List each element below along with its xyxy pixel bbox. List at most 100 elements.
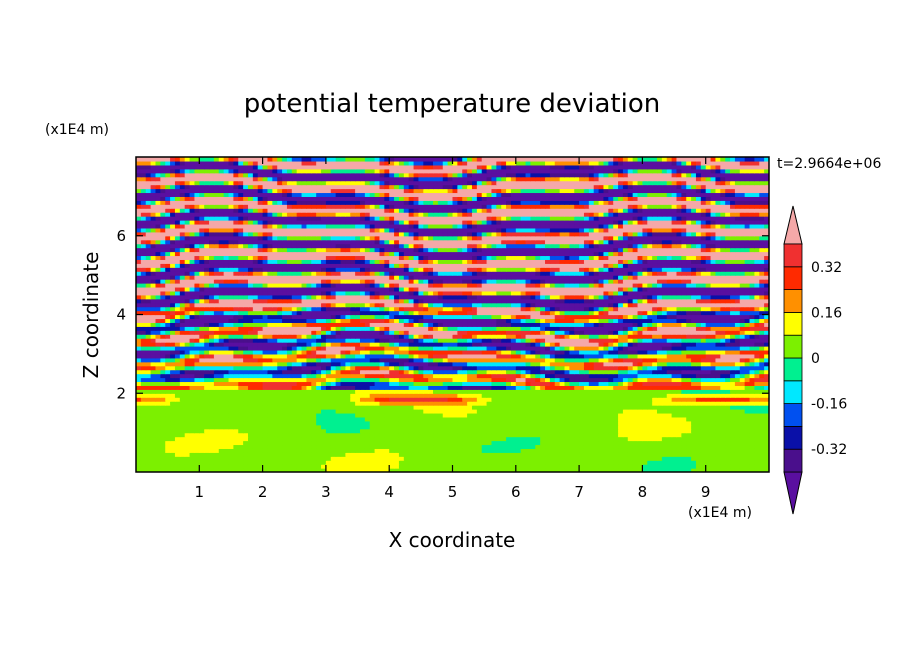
field-cell-3165 [355, 373, 361, 379]
field-cell-4859 [374, 322, 381, 327]
field-cell-4913 [637, 322, 643, 327]
field-cell-709 [423, 448, 429, 453]
field-cell-4800 [720, 326, 726, 331]
field-cell-4230 [476, 342, 483, 347]
field-cell-2679 [520, 389, 527, 394]
field-cell-2212 [145, 401, 152, 406]
field-cell-3926 [262, 349, 269, 355]
field-cell-696 [359, 448, 366, 453]
field-cell-4899 [569, 322, 575, 327]
field-cell-614 [593, 452, 600, 457]
field-cell-3875 [647, 353, 653, 359]
field-cell-304 [350, 460, 356, 465]
field-cell-3896 [749, 353, 755, 359]
field-cell-3320 [476, 369, 483, 375]
field-cell-4778 [613, 326, 619, 331]
field-cell-129 [764, 468, 769, 472]
field-cell-906 [749, 444, 755, 449]
field-cell-2098 [223, 405, 230, 410]
field-cell-1639 [520, 420, 527, 426]
field-cell-666 [213, 448, 220, 453]
field-cell-4045 [209, 346, 215, 351]
field-cell-2501 [286, 393, 293, 398]
field-cell-4829 [228, 322, 234, 327]
field-cell-1896 [506, 412, 512, 418]
field-cell-3760 [720, 357, 726, 363]
field-cell-1715 [257, 416, 264, 422]
field-cell-2309 [618, 401, 624, 406]
field-cell-1580 [233, 420, 239, 426]
field-cell-3067 [510, 377, 517, 383]
field-cell-1815 [744, 416, 751, 422]
field-cell-10 [184, 468, 191, 472]
field-cell-961 [384, 440, 390, 446]
field-cell-350 [574, 460, 580, 465]
field-cell-90 [574, 468, 580, 472]
field-cell-765 [695, 448, 702, 453]
field-cell-1309 [179, 428, 186, 434]
field-cell-409 [228, 456, 234, 461]
field-cell-573 [394, 452, 400, 457]
field-cell-4438 [223, 334, 230, 339]
field-cell-3848 [515, 353, 522, 359]
field-cell-3061 [481, 377, 488, 383]
field-cell-4781 [627, 326, 634, 331]
field-cell-2838 [661, 385, 668, 390]
field-cell-3599 [569, 361, 575, 367]
field-cell-1297 [754, 432, 760, 438]
field-cell-4709 [277, 326, 283, 331]
field-cell-2843 [686, 385, 692, 390]
field-cell-4754 [496, 326, 502, 331]
field-cell-2566 [603, 393, 609, 398]
field-cell-2389 [374, 397, 381, 402]
field-cell-4096 [457, 346, 463, 351]
field-cell-432 [340, 456, 346, 461]
field-cell-4903 [588, 322, 595, 327]
field-cell-822 [340, 444, 346, 449]
field-cell-2570 [622, 393, 629, 398]
field-cell-4910 [622, 322, 629, 327]
field-cell-2397 [413, 397, 420, 402]
field-cell-2707 [657, 389, 663, 394]
field-cell-4231 [481, 342, 488, 347]
field-cell-2937 [510, 381, 517, 386]
field-cell-1527 [608, 424, 614, 430]
field-cell-3411 [286, 365, 293, 371]
field-cell-4091 [433, 346, 439, 351]
field-cell-2891 [286, 381, 293, 386]
field-cell-2858 [759, 385, 765, 390]
field-cell-1457 [267, 424, 273, 430]
field-cell-2771 [335, 385, 342, 390]
field-cell-4513 [588, 334, 595, 339]
field-cell-3721 [530, 357, 536, 363]
field-cell-3573 [442, 361, 449, 367]
field-cell-149 [228, 464, 234, 469]
field-cell-105 [647, 468, 653, 472]
field-cell-3648 [174, 357, 181, 363]
field-cell-2055 [647, 409, 653, 414]
field-cell-1784 [593, 416, 600, 422]
field-cell-3837 [462, 353, 468, 359]
field-cell-3093 [637, 377, 643, 383]
field-cell-3535 [257, 361, 264, 367]
field-cell-4498 [515, 334, 522, 339]
field-cell-2637 [316, 389, 322, 394]
field-cell-2688 [564, 389, 570, 394]
field-cell-4571 [238, 330, 244, 335]
field-cell-4383 [588, 338, 595, 343]
field-cell-431 [335, 456, 342, 461]
field-cell-1465 [306, 424, 312, 430]
field-cell-3768 [759, 357, 765, 363]
field-cell-3198 [515, 373, 522, 379]
field-cell-4073 [345, 346, 351, 351]
field-cell-243 [686, 464, 692, 469]
field-cell-4237 [510, 342, 517, 347]
field-cell-2600 [136, 389, 142, 394]
field-cell-1201 [286, 432, 293, 438]
field-cell-2810 [525, 385, 532, 390]
field-cell-2263 [394, 401, 400, 406]
field-cell-398 [174, 456, 181, 461]
field-cell-2311 [627, 401, 634, 406]
field-cell-4124 [593, 346, 600, 351]
field-cell-3765 [744, 357, 751, 363]
